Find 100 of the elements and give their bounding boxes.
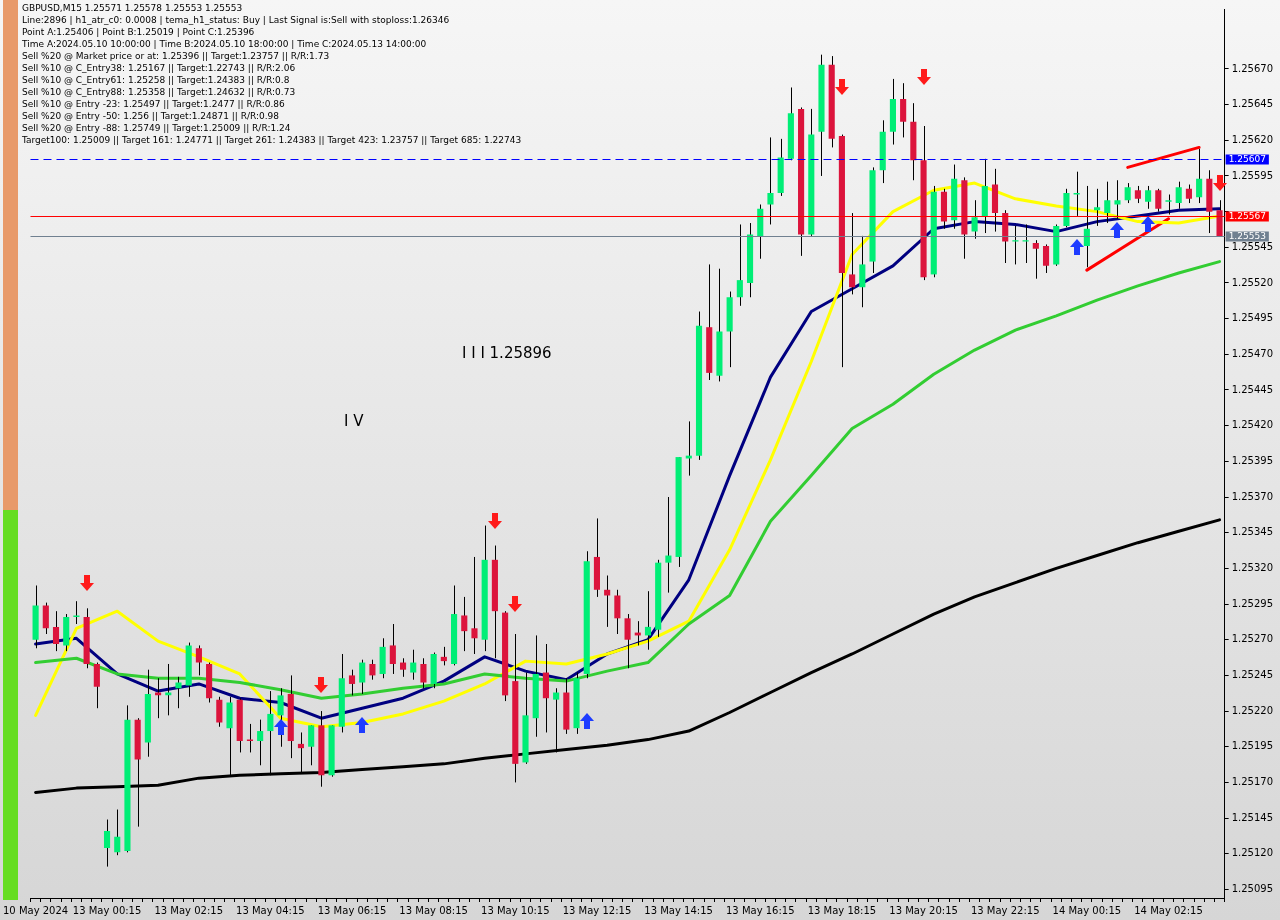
candlestick — [420, 657, 427, 689]
candlestick — [767, 136, 774, 225]
x-tick-label: 14 May 00:15 — [1052, 904, 1122, 916]
x-tick-label: 13 May 06:15 — [317, 904, 387, 916]
y-tick-label: 1.25370 — [1231, 490, 1274, 502]
x-tick-label: 14 May 02:15 — [1134, 904, 1203, 916]
candlestick — [471, 556, 478, 655]
y-tick-label: 1.25145 — [1231, 811, 1274, 823]
candlestick — [369, 659, 376, 681]
ref-line-label: 1.25553 — [1228, 230, 1266, 241]
candlestick — [644, 590, 652, 651]
candlestick — [42, 602, 49, 635]
candlestick — [1196, 148, 1203, 204]
ref-line-label: 1.25567 — [1228, 210, 1266, 221]
ref-line-label: 1.25607 — [1228, 153, 1266, 164]
annotation: Time A:2024.05.10 10:00:00 | Time B:2024.05.10 18:00:00 | Time C:2024.05.13 14:00:00 — [22, 38, 427, 50]
y-tick-label: 1.25595 — [1231, 169, 1274, 181]
candlestick — [971, 199, 978, 240]
candlestick — [175, 676, 182, 709]
candlestick — [257, 719, 264, 766]
candlestick — [399, 657, 407, 678]
candlestick — [1114, 179, 1121, 220]
y-tick-label: 1.25245 — [1231, 668, 1274, 680]
annotation: Sell %10 @ C_Entry88: 1.25358 || Target:1.24632 || R/R:0.73 — [22, 86, 296, 98]
y-tick-label: 1.25420 — [1231, 419, 1274, 431]
candlestick — [1155, 188, 1162, 213]
y-tick-label: 1.25270 — [1231, 633, 1274, 645]
candlestick — [736, 223, 743, 307]
annotation: Line:2896 | h1_atr_c0: 0.0008 | tema_h1_status: Buy | Last Signal is:Sell with stoploss:1.26346 — [22, 14, 450, 26]
candlestick — [73, 600, 80, 625]
y-tick-label: 1.25495 — [1231, 312, 1274, 324]
candlestick — [1145, 185, 1152, 210]
candlestick — [114, 809, 121, 856]
candlestick — [93, 662, 100, 709]
candlestick — [624, 613, 631, 669]
y-tick-label: 1.25645 — [1231, 98, 1274, 110]
candlestick — [614, 589, 621, 635]
annotation: I I I 1.25896 — [462, 344, 552, 362]
x-tick-label: 13 May 16:15 — [725, 904, 795, 916]
candlestick — [52, 610, 60, 652]
candlestick — [267, 690, 274, 776]
candlestick — [1073, 171, 1080, 217]
candlestick — [440, 646, 447, 666]
candlestick — [1042, 243, 1050, 274]
candlestick — [1022, 223, 1029, 264]
candlestick — [195, 644, 202, 676]
y-tick-label: 1.25545 — [1231, 240, 1274, 252]
annotation: Sell %10 @ Entry -23: 1.25497 || Target:1.2477 || R/R:0.86 — [22, 98, 285, 110]
chart-title: GBPUSD,M15 1.25571 1.25578 1.25553 1.25553 — [22, 2, 243, 14]
candlestick — [103, 819, 111, 868]
annotation: Sell %20 @ Entry -88: 1.25749 || Target:1.25009 || R/R:1.24 — [22, 122, 291, 134]
y-tick-label: 1.25120 — [1231, 847, 1274, 859]
y-tick-label: 1.25445 — [1231, 383, 1274, 395]
candlestick — [1185, 184, 1192, 204]
candlestick — [1032, 239, 1039, 280]
candlestick — [461, 596, 468, 652]
x-tick-label: 13 May 00:15 — [72, 904, 142, 916]
x-tick-label: 13 May 12:15 — [562, 904, 632, 916]
annotation: Sell %20 @ Entry -50: 1.256 || Target:1.24871 || R/R:0.98 — [22, 110, 280, 122]
candlestick — [849, 212, 856, 295]
y-tick-label: 1.25320 — [1231, 561, 1274, 573]
x-tick-label: 13 May 02:15 — [154, 904, 223, 916]
candlestick — [553, 687, 560, 753]
candlestick — [900, 82, 907, 138]
candlestick — [297, 731, 305, 773]
candlestick — [277, 687, 284, 748]
x-tick-label: 13 May 20:15 — [889, 904, 958, 916]
candlestick — [1012, 225, 1019, 265]
candlestick — [308, 724, 315, 766]
y-tick-label: 1.25670 — [1231, 62, 1274, 74]
annotation: Sell %20 @ Market price or at: 1.25396 || Target:1.23757 || R/R:1.73 — [22, 50, 330, 62]
candlestick — [1094, 188, 1101, 227]
y-tick-label: 1.25620 — [1231, 133, 1274, 145]
candlestick — [216, 696, 223, 728]
y-tick-label: 1.25520 — [1231, 276, 1274, 288]
x-tick-label: 13 May 04:15 — [236, 904, 305, 916]
annotation: Sell %10 @ C_Entry38: 1.25167 || Target:1.22743 || R/R:2.06 — [22, 62, 296, 74]
y-tick-label: 1.25470 — [1231, 347, 1274, 359]
y-tick-label: 1.25345 — [1231, 526, 1274, 538]
annotation: Point A:1.25406 | Point B:1.25019 | Point C:1.25396 — [22, 26, 255, 38]
x-tick-label: 10 May 2024 — [2, 904, 69, 916]
y-tick-label: 1.25195 — [1231, 740, 1274, 752]
candlestick — [359, 659, 366, 695]
y-tick-label: 1.25395 — [1231, 454, 1274, 466]
candlestick — [1124, 182, 1131, 204]
candlestick — [1175, 181, 1182, 210]
x-tick-label: 13 May 18:15 — [807, 904, 877, 916]
y-tick-label: 1.25095 — [1231, 883, 1274, 895]
y-tick-label: 1.25220 — [1231, 704, 1274, 716]
annotation: I V — [344, 412, 364, 430]
annotation: Target100: 1.25009 || Target 161: 1.24771 || Target 261: 1.24383 || Target 423: 1.23757 || Target 685: 1.22743 — [22, 134, 522, 146]
candlestick — [665, 496, 672, 594]
candlestick — [410, 649, 417, 681]
candlestick — [859, 235, 866, 308]
x-tick-label: 13 May 10:15 — [481, 904, 550, 916]
candlestick — [1104, 181, 1111, 224]
y-tick-label: 1.25295 — [1231, 597, 1274, 609]
candlestick — [1165, 194, 1172, 215]
y-tick-label: 1.25170 — [1231, 776, 1274, 788]
x-tick-label: 13 May 14:15 — [644, 904, 713, 916]
